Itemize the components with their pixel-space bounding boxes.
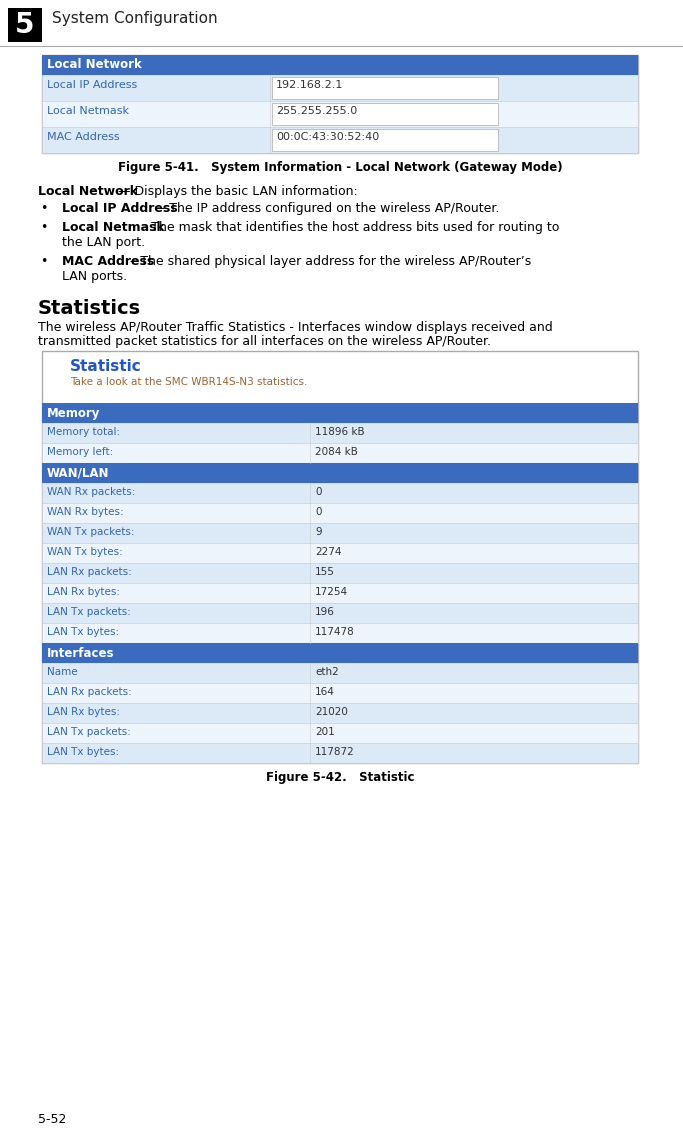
Text: 21020: 21020 [315,707,348,717]
Text: 5-52: 5-52 [38,1113,66,1126]
Bar [42,503,638,523]
Bar [42,55,638,74]
Text: •: • [40,202,47,215]
Bar [272,77,498,99]
Text: Memory: Memory [47,407,100,420]
Bar [42,55,638,153]
Bar [42,403,638,423]
Bar [42,423,638,443]
Text: Name: Name [47,667,78,677]
Text: Local Netmask: Local Netmask [62,221,165,233]
Text: the LAN port.: the LAN port. [62,236,145,249]
Text: Statistics: Statistics [38,299,141,318]
Text: 2274: 2274 [315,547,342,557]
Text: LAN Tx bytes:: LAN Tx bytes: [47,627,119,637]
Text: LAN Tx bytes:: LAN Tx bytes: [47,747,119,757]
Bar [42,351,638,763]
Text: – The shared physical layer address for the wireless AP/Router’s: – The shared physical layer address for … [126,255,531,268]
Bar [42,127,638,153]
Text: 164: 164 [315,687,335,697]
Text: 2084 kB: 2084 kB [315,447,358,457]
Text: Local Network: Local Network [47,58,142,71]
Text: 0: 0 [315,487,322,497]
Text: LAN ports.: LAN ports. [62,270,127,283]
Text: WAN Tx bytes:: WAN Tx bytes: [47,547,123,557]
Text: 117478: 117478 [315,627,354,637]
Bar [42,583,638,603]
Text: LAN Rx packets:: LAN Rx packets: [47,687,132,697]
Text: Local IP Address: Local IP Address [62,202,178,215]
Text: LAN Rx bytes:: LAN Rx bytes: [47,707,120,717]
Text: Figure 5-41.   System Information - Local Network (Gateway Mode): Figure 5-41. System Information - Local … [117,161,562,174]
Text: The wireless AP/Router Traffic Statistics - Interfaces window displays received : The wireless AP/Router Traffic Statistic… [38,321,553,334]
Text: Local IP Address: Local IP Address [47,80,137,90]
Text: 11896 kB: 11896 kB [315,428,365,437]
Bar [42,643,638,663]
Bar [42,443,638,462]
Text: 9: 9 [315,527,322,537]
Bar [42,74,638,102]
Bar [272,103,498,125]
Text: 0: 0 [315,506,322,517]
Text: Interfaces: Interfaces [47,647,115,660]
Text: 155: 155 [315,567,335,578]
Bar [42,743,638,763]
Text: LAN Rx packets:: LAN Rx packets: [47,567,132,578]
Text: 201: 201 [315,728,335,737]
Text: — Displays the basic LAN information:: — Displays the basic LAN information: [114,185,358,199]
Text: LAN Rx bytes:: LAN Rx bytes: [47,587,120,597]
Text: Local Netmask: Local Netmask [47,106,129,116]
Text: 255.255.255.0: 255.255.255.0 [276,106,357,116]
Text: WAN/LAN: WAN/LAN [47,467,109,481]
Text: 192.168.2.1: 192.168.2.1 [276,80,344,90]
Bar [42,462,638,483]
Bar [42,102,638,127]
Text: – The mask that identifies the host address bits used for routing to: – The mask that identifies the host addr… [137,221,560,233]
Text: WAN Rx bytes:: WAN Rx bytes: [47,506,124,517]
Bar [42,703,638,723]
Text: 5: 5 [15,11,35,39]
Text: 196: 196 [315,607,335,617]
Bar [42,563,638,583]
Text: •: • [40,221,47,233]
Text: Local Network: Local Network [38,185,138,199]
Text: System Configuration: System Configuration [52,11,218,26]
Text: LAN Tx packets:: LAN Tx packets: [47,607,131,617]
Text: transmitted packet statistics for all interfaces on the wireless AP/Router.: transmitted packet statistics for all in… [38,335,491,349]
Bar [42,483,638,503]
Bar [42,603,638,623]
Text: WAN Rx packets:: WAN Rx packets: [47,487,135,497]
Text: LAN Tx packets:: LAN Tx packets: [47,728,131,737]
Text: MAC Address: MAC Address [47,132,120,142]
Text: Figure 5-42.   Statistic: Figure 5-42. Statistic [266,772,415,784]
Text: Statistic: Statistic [70,359,142,374]
Text: Memory total:: Memory total: [47,428,120,437]
Text: 117872: 117872 [315,747,354,757]
Bar [8,8,42,42]
Bar [42,723,638,743]
Text: 17254: 17254 [315,587,348,597]
Bar [42,543,638,563]
Text: Memory left:: Memory left: [47,447,113,457]
Bar [272,129,498,151]
Text: eth2: eth2 [315,667,339,677]
Text: •: • [40,255,47,268]
Text: Take a look at the SMC WBR14S-N3 statistics.: Take a look at the SMC WBR14S-N3 statist… [70,377,307,387]
Bar [42,682,638,703]
Bar [42,663,638,682]
Text: – The IP address configured on the wireless AP/Router.: – The IP address configured on the wirel… [155,202,499,215]
Bar [42,623,638,643]
Text: WAN Tx packets:: WAN Tx packets: [47,527,135,537]
Text: 00:0C:43:30:52:40: 00:0C:43:30:52:40 [276,132,379,142]
Text: MAC Address: MAC Address [62,255,154,268]
Bar [42,523,638,543]
